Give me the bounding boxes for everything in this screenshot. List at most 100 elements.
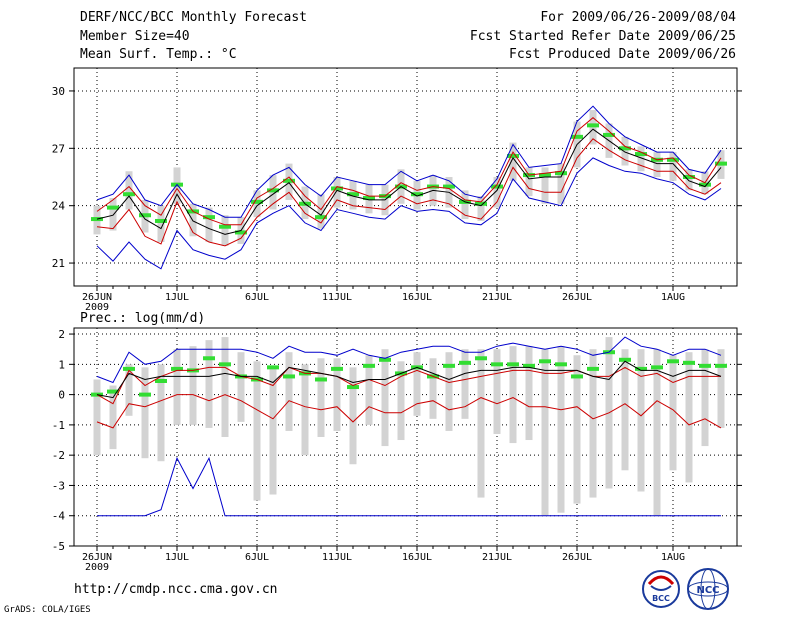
chart-title: DERF/NCC/BCC Monthly Forecast: [80, 10, 307, 25]
ensemble-mean-line: [96, 128, 722, 235]
x-tick-label: 16JUL: [402, 292, 432, 303]
y-tick-label: -1: [52, 419, 65, 432]
median-mark: [475, 201, 487, 206]
spread-bar: [717, 349, 725, 428]
median-mark: [475, 356, 487, 361]
lower-bound-line: [96, 138, 722, 247]
median-mark: [539, 173, 551, 178]
lower-bound-line: [96, 394, 722, 429]
upper-bound-line: [96, 366, 721, 405]
median-mark: [619, 357, 631, 362]
median-mark: [683, 175, 695, 179]
x-tick-label: 26JUL: [562, 292, 592, 303]
spread-bar: [349, 367, 357, 465]
median-mark: [443, 363, 455, 368]
median-mark: [651, 365, 663, 370]
x-tick-label: 1AUG: [661, 292, 685, 303]
median-mark: [667, 359, 679, 364]
y-tick-label: -3: [52, 479, 65, 492]
median-mark: [283, 178, 295, 183]
median-mark: [619, 146, 631, 151]
x-tick-label: 11JUL: [322, 292, 352, 303]
fcst-produced-date: Fcst Produced Date 2009/06/26: [509, 47, 736, 62]
x-tick-label: 21JUL: [482, 292, 512, 303]
spread-bar: [509, 346, 517, 444]
spread-bar: [653, 349, 661, 516]
plot-background: [74, 68, 737, 286]
median-mark: [235, 230, 247, 235]
median-mark: [251, 199, 263, 204]
median-mark: [507, 153, 519, 158]
median-mark: [347, 192, 359, 197]
spread-bar: [461, 349, 469, 419]
spread-bar: [525, 167, 533, 197]
ncc-logo: NCC: [687, 568, 729, 610]
spread-bar: [317, 358, 325, 437]
lower-envelope-line: [96, 157, 722, 270]
spread-bar: [109, 198, 117, 231]
x-tick-label: 6JUL: [245, 552, 269, 563]
median-mark: [315, 377, 327, 382]
spread-bar: [429, 358, 437, 419]
median-mark: [267, 188, 279, 193]
temp-panel-title: Mean Surf. Temp.: °C: [80, 47, 237, 62]
y-tick-label: -5: [52, 540, 65, 553]
plot-frame: [73, 67, 738, 287]
y-tick-label: -2: [52, 449, 65, 462]
median-mark: [443, 184, 455, 189]
spread-bar: [365, 355, 373, 425]
spread-bar: [381, 349, 389, 447]
precipitation-panel: -5 -4 -3 -2 -1 0 1 2 26JUN 1JUL 6JUL 11JUL 16JUL 21JU…: [52, 327, 742, 573]
spread-bar: [173, 349, 181, 425]
spread-bar: [589, 349, 597, 498]
spread-bar: [685, 352, 693, 483]
spread-bar: [637, 146, 645, 172]
spread-bar: [253, 361, 261, 501]
y-tick-label: 2: [58, 328, 65, 341]
spread-bar: [493, 177, 501, 208]
median-mark: [523, 363, 535, 368]
spread-bar: [109, 385, 117, 450]
spread-bar: [621, 136, 629, 166]
median-mark: [331, 186, 343, 191]
temperature-panel: 21 24 27 30 26JUN 1JUL 6JUL 11JUL 16JUL 21JUL 26JU…: [52, 67, 742, 313]
median-mark: [315, 215, 327, 220]
spread-bar: [125, 171, 133, 210]
spread-bar: [317, 194, 325, 229]
grads-credit: GrADS: COLA/IGES: [4, 605, 91, 615]
median-mark: [491, 362, 503, 367]
median-mark: [219, 362, 231, 367]
median-mark: [171, 366, 183, 371]
median-mark: [363, 196, 375, 201]
x-tick-label: 1AUG: [661, 552, 685, 563]
y-tick-label: 27: [52, 142, 65, 155]
spread-bar: [205, 340, 213, 428]
upper-bound-line: [96, 117, 722, 226]
median-mark: [283, 374, 295, 379]
spread-bar: [157, 205, 165, 243]
spread-bar: [157, 364, 165, 462]
median-mark: [571, 134, 583, 139]
median-mark: [587, 123, 599, 128]
y-tick-label: -4: [52, 510, 66, 523]
median-mark: [267, 365, 279, 370]
x-tick-label: 1JUL: [165, 552, 189, 563]
lower-envelope-line: [97, 456, 721, 517]
spread-bar: [397, 361, 405, 441]
spread-bar: [493, 349, 501, 434]
median-mark: [667, 157, 679, 162]
spread-bar: [669, 152, 677, 181]
x-tick-label: 16JUL: [402, 552, 432, 563]
spread-bar: [269, 367, 277, 495]
median-mark: [219, 224, 231, 229]
median-mark: [491, 184, 503, 189]
median-mark: [331, 366, 343, 371]
x-tick-label: 6JUL: [245, 292, 269, 303]
spread-bar: [509, 142, 517, 181]
median-mark: [587, 366, 599, 371]
x-tick-label: 11JUL: [322, 552, 352, 563]
spread-bar: [445, 352, 453, 431]
y-tick-label: 30: [52, 85, 65, 98]
source-url[interactable]: http://cmdp.ncc.cma.gov.cn: [74, 582, 278, 597]
x-tick-label: 26JUL: [562, 552, 592, 563]
